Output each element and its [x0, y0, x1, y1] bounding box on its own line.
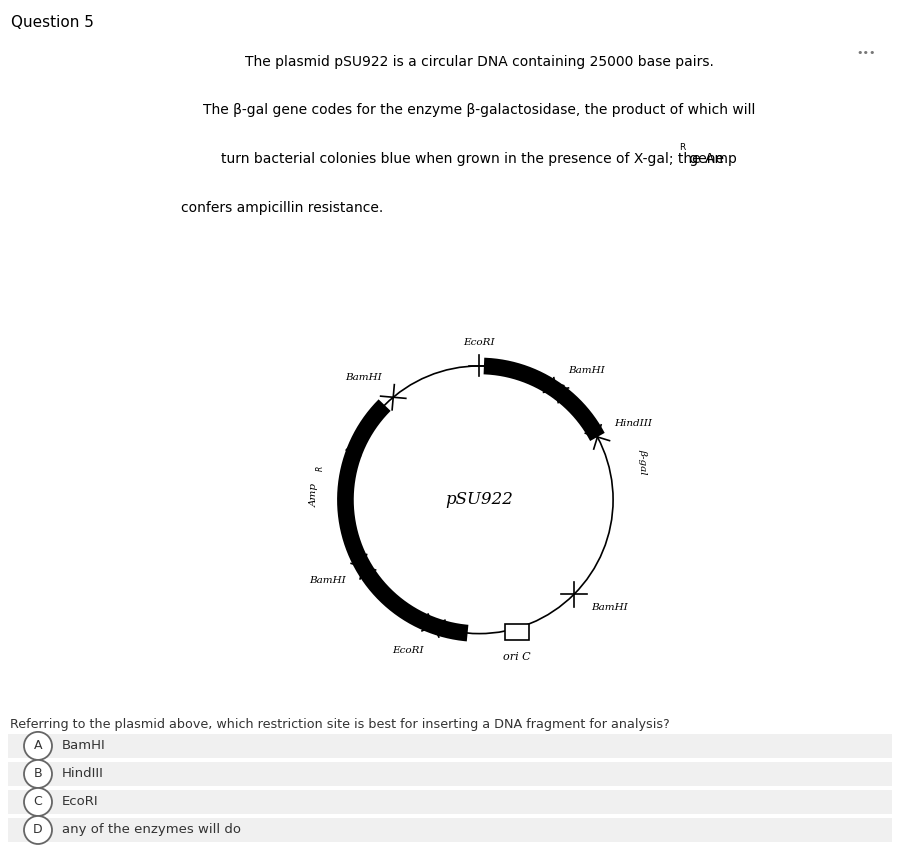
Text: A: A: [34, 739, 42, 752]
Text: any of the enzymes will do: any of the enzymes will do: [62, 823, 241, 837]
Text: The plasmid pSU922 is a circular DNA containing 25000 base pairs.: The plasmid pSU922 is a circular DNA con…: [245, 55, 714, 69]
Text: R: R: [679, 143, 685, 151]
Text: Amp: Amp: [310, 483, 319, 507]
FancyBboxPatch shape: [8, 790, 892, 814]
Text: BamHI: BamHI: [62, 739, 106, 752]
Text: pSU922: pSU922: [446, 492, 513, 508]
Text: C: C: [33, 795, 42, 809]
Polygon shape: [346, 433, 363, 457]
Text: β-gal: β-gal: [638, 448, 647, 475]
FancyBboxPatch shape: [8, 818, 892, 842]
FancyBboxPatch shape: [8, 762, 892, 786]
Text: EcoRI: EcoRI: [392, 645, 424, 655]
Text: The β-gal gene codes for the enzyme β-galactosidase, the product of which will: The β-gal gene codes for the enzyme β-ga…: [203, 103, 755, 118]
Text: EcoRI: EcoRI: [464, 338, 495, 348]
Circle shape: [24, 760, 52, 788]
Text: Question 5: Question 5: [11, 15, 94, 30]
Text: HindIII: HindIII: [615, 419, 652, 428]
Text: ori C: ori C: [503, 652, 531, 662]
Text: turn bacterial colonies blue when grown in the presence of X-gal; the Amp: turn bacterial colonies blue when grown …: [221, 152, 737, 166]
Text: BamHI: BamHI: [345, 373, 382, 382]
Text: R: R: [316, 466, 325, 471]
Text: BamHI: BamHI: [568, 365, 605, 375]
Text: BamHI: BamHI: [309, 575, 346, 585]
Text: Referring to the plasmid above, which restriction site is best for inserting a D: Referring to the plasmid above, which re…: [10, 718, 670, 731]
Text: D: D: [33, 823, 43, 837]
Text: EcoRI: EcoRI: [62, 795, 99, 809]
Circle shape: [24, 788, 52, 816]
Circle shape: [24, 732, 52, 760]
Circle shape: [24, 816, 52, 844]
Text: confers ampicillin resistance.: confers ampicillin resistance.: [181, 201, 383, 215]
FancyBboxPatch shape: [8, 733, 892, 758]
FancyBboxPatch shape: [505, 624, 529, 640]
Text: B: B: [33, 767, 42, 780]
Text: HindIII: HindIII: [62, 767, 104, 780]
Text: BamHI: BamHI: [591, 603, 628, 613]
Polygon shape: [540, 380, 564, 399]
Text: gene: gene: [686, 152, 724, 166]
Text: •••: •••: [856, 48, 876, 58]
